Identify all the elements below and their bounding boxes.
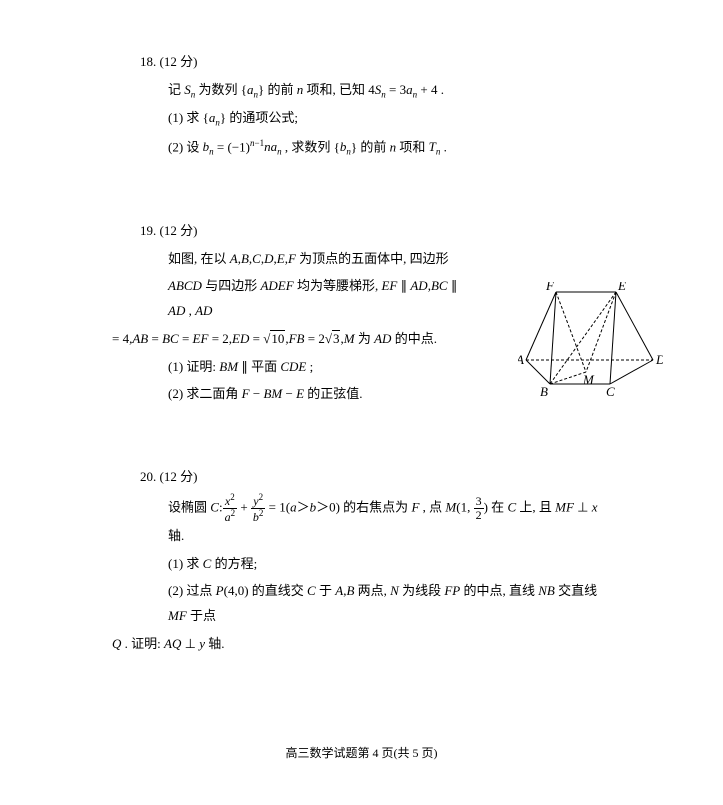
problem-number: 20. — [140, 469, 156, 484]
diagram-label-E: E — [617, 282, 626, 293]
problem-points: (12 分) — [160, 54, 198, 69]
problem-header: 20. (12 分) — [140, 465, 613, 490]
problem-line: (2) 求二面角 F − BM − E 的正弦值. — [140, 382, 463, 407]
problem-line: 如图, 在以 A,B,C,D,E,F 为顶点的五面体中, 四边形 — [140, 247, 463, 272]
diagram-label-M: M — [582, 372, 595, 387]
diagram-label-F: F — [545, 282, 555, 293]
problem-line: (1) 求 C 的方程; — [140, 552, 613, 577]
problem-number: 19. — [140, 223, 156, 238]
problem-3: 20. (12 分) 设椭圆 C:x2a2 + y2b2 = 1(a＞b＞0) 的… — [140, 465, 613, 657]
problem-line: (1) 证明: BM ∥ 平面 CDE ; — [140, 355, 463, 380]
problem-line: ABCD 与四边形 ADEF 均为等腰梯形, EF ∥ AD,BC ∥ AD ,… — [140, 274, 463, 323]
diagram-label-D: D — [655, 352, 663, 367]
problem-line: (2) 过点 P(4,0) 的直线交 C 于 A,B 两点, N 为线段 FP … — [140, 579, 613, 628]
problem-line: 记 Sn 为数列 {an} 的前 n 项和, 已知 4Sn = 3an + 4 … — [140, 78, 613, 104]
problem-line: (1) 求 {an} 的通项公式; — [140, 106, 613, 132]
diagram-label-B: B — [540, 384, 548, 399]
problem-line: 设椭圆 C:x2a2 + y2b2 = 1(a＞b＞0) 的右焦点为 F , 点… — [140, 493, 613, 549]
problem-header: 18. (12 分) — [140, 50, 613, 75]
problem-line: Q . 证明: AQ ⊥ y 轴. — [112, 632, 613, 657]
diagram-label-A: A — [518, 352, 524, 367]
problem-line: (2) 设 bn = (−1)n−1nan , 求数列 {bn} 的前 n 项和… — [140, 135, 613, 161]
problem-points: (12 分) — [160, 469, 198, 484]
problem-1: 18. (12 分) 记 Sn 为数列 {an} 的前 n 项和, 已知 4Sn … — [140, 50, 613, 161]
diagram-label-C: C — [606, 384, 615, 399]
geometry-diagram: A B C D E F M — [518, 282, 663, 402]
problem-number: 18. — [140, 54, 156, 69]
problem-points: (12 分) — [160, 223, 198, 238]
problem-header: 19. (12 分) — [140, 219, 463, 244]
page-footer: 高三数学试题第 4 页(共 5 页) — [0, 742, 723, 765]
footer-text: 高三数学试题第 4 页(共 5 页) — [286, 746, 438, 760]
problem-line: = 4,AB = BC = EF = 2,ED = 10,FB = 23,M 为… — [112, 327, 463, 352]
